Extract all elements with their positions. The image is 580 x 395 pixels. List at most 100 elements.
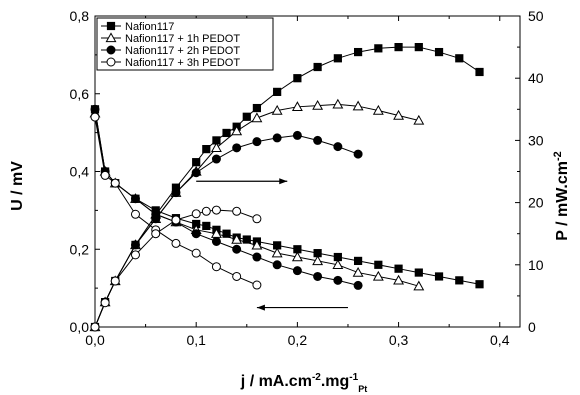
- power-point: [313, 135, 323, 145]
- y-axis-right-title: P / mW.cm-2: [552, 151, 571, 241]
- voltage-point: [271, 247, 283, 258]
- voltage-point: [252, 252, 262, 262]
- power-point: [242, 112, 251, 121]
- x-tick-label: 0,1: [186, 332, 206, 348]
- voltage-point: [475, 280, 484, 289]
- voltage-point: [333, 275, 343, 285]
- power-point: [211, 205, 221, 215]
- power-point: [273, 87, 282, 96]
- voltage-arrow: [256, 304, 348, 311]
- voltage-point: [90, 104, 100, 114]
- y-axis-right-title-sup: -2: [552, 151, 564, 161]
- power-point: [201, 206, 211, 216]
- power-point: [293, 74, 302, 83]
- power-point: [231, 125, 243, 136]
- legend-entry: Nafion117 + 2h PEDOT: [101, 45, 240, 57]
- power-point: [414, 43, 423, 52]
- power-point: [393, 109, 405, 120]
- power-point: [110, 276, 120, 286]
- power-point: [191, 168, 201, 178]
- legend-label: Nafion117 + 1h PEDOT: [125, 33, 240, 45]
- power-point: [352, 100, 364, 111]
- voltage-point: [232, 244, 242, 254]
- x-tick-label: 0,0: [85, 332, 105, 348]
- voltage-point: [313, 271, 323, 281]
- legend-entry: Nafion117 + 3h PEDOT: [101, 57, 240, 69]
- legend-entry: Nafion117: [101, 21, 174, 33]
- voltage-arrow-head: [256, 304, 265, 311]
- power-point: [130, 250, 140, 260]
- voltage-point: [211, 236, 221, 246]
- voltage-line: [94, 109, 480, 285]
- power-line: [94, 46, 480, 328]
- legend-marker: [105, 32, 117, 43]
- y-right-tick-label: 40: [528, 70, 544, 86]
- voltage-point: [272, 260, 282, 270]
- power-point: [313, 62, 322, 72]
- power-point: [291, 101, 303, 111]
- power-point: [251, 112, 263, 123]
- voltage-point: [353, 256, 363, 266]
- power-point: [232, 206, 242, 216]
- voltage-point: [252, 280, 262, 290]
- voltage-point: [372, 270, 384, 281]
- power-point: [413, 114, 425, 125]
- series-1: [90, 43, 484, 332]
- power-point: [374, 44, 383, 53]
- voltage-point: [394, 264, 403, 273]
- legend-box: [96, 17, 274, 71]
- voltage-point: [211, 262, 221, 272]
- y-left-tick-label: 0,4: [70, 164, 90, 180]
- power-point: [130, 240, 140, 250]
- voltage-point: [332, 259, 344, 269]
- power-point: [151, 229, 161, 239]
- power-point: [394, 43, 403, 52]
- x-axis-title-mid: .mg: [321, 373, 349, 390]
- power-point: [192, 158, 201, 167]
- power-point: [100, 298, 110, 308]
- series-4: [90, 112, 262, 332]
- power-point: [211, 154, 221, 164]
- voltage-point: [292, 266, 302, 276]
- voltage-line: [94, 116, 258, 286]
- y-axis-right-title-main: P / mW.cm: [554, 161, 571, 241]
- voltage-point: [413, 280, 425, 291]
- power-point: [434, 47, 444, 57]
- voltage-point: [130, 209, 140, 219]
- x-tick-label: 0,3: [389, 332, 409, 348]
- voltage-point: [232, 271, 242, 281]
- power-point: [312, 99, 324, 110]
- voltage-point: [455, 276, 464, 285]
- power-point: [232, 143, 242, 153]
- power-point: [171, 215, 181, 225]
- legend-label: Nafion117 + 2h PEDOT: [125, 45, 240, 57]
- y-right-tick-label: 0: [528, 319, 536, 335]
- y-left-tick-label: 0,6: [70, 86, 90, 102]
- power-line: [94, 209, 258, 328]
- voltage-point: [242, 235, 251, 244]
- x-tick-label: 0,4: [490, 332, 510, 348]
- legend-marker: [106, 45, 116, 55]
- voltage-point: [202, 221, 211, 231]
- legend-marker: [106, 21, 116, 31]
- power-point: [151, 214, 161, 224]
- power-arrow-head: [279, 178, 288, 185]
- power-point: [353, 149, 363, 159]
- voltage-point: [100, 170, 110, 180]
- series-layer: [89, 43, 484, 332]
- power-point: [475, 67, 484, 77]
- voltage-point: [130, 194, 140, 204]
- y-left-tick-label: 0,8: [70, 8, 90, 24]
- voltage-point: [312, 255, 324, 266]
- voltage-point: [191, 248, 201, 258]
- voltage-point: [110, 178, 120, 188]
- power-point: [252, 137, 262, 147]
- voltage-point: [90, 112, 100, 122]
- x-axis-title-main: j / mA.cm: [240, 373, 312, 390]
- x-axis-title: j / mA.cm-2.mg-1Pt: [240, 372, 367, 394]
- voltage-point: [414, 268, 423, 277]
- voltage-point: [191, 229, 201, 239]
